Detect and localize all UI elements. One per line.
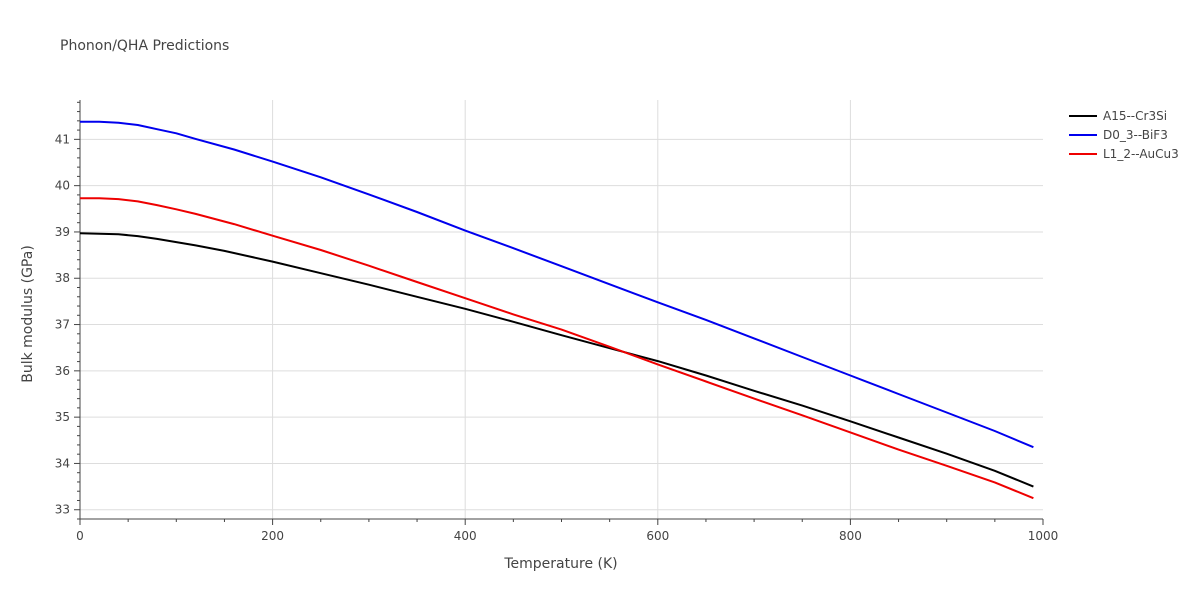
x-tick-label: 200 xyxy=(261,529,284,543)
x-tick-label: 800 xyxy=(839,529,862,543)
y-tick-label: 34 xyxy=(55,456,70,470)
y-tick-label: 40 xyxy=(55,179,70,193)
series-group xyxy=(79,120,1034,500)
chart-title: Phonon/QHA Predictions xyxy=(60,38,229,54)
y-tick-label: 38 xyxy=(55,271,70,285)
x-tick-labels: 0 200 400 600 800 1000 xyxy=(76,529,1058,543)
series-line-1 xyxy=(80,120,1034,449)
x-tick-label: 600 xyxy=(646,529,669,543)
y-tick-label: 39 xyxy=(55,225,70,239)
grid xyxy=(80,100,1043,519)
series-line-2 xyxy=(80,197,1034,500)
legend-label-2: L1_2--AuCu3 xyxy=(1103,147,1179,161)
legend-label-1: D0_3--BiF3 xyxy=(1103,128,1168,142)
x-axis-title: Temperature (K) xyxy=(503,556,617,572)
y-tick-label: 41 xyxy=(55,132,70,146)
y-tick-label: 35 xyxy=(55,410,70,424)
y-tick-label: 33 xyxy=(55,503,70,517)
x-tick-label: 400 xyxy=(454,529,477,543)
axes xyxy=(74,100,1044,525)
legend: A15--Cr3Si D0_3--BiF3 L1_2--AuCu3 xyxy=(1069,109,1179,161)
x-tick-label: 1000 xyxy=(1028,529,1059,543)
x-tick-label: 0 xyxy=(76,529,84,543)
legend-label-0: A15--Cr3Si xyxy=(1103,109,1167,123)
series-line-0 xyxy=(79,232,1034,488)
y-axis-title: Bulk modulus (GPa) xyxy=(20,245,36,383)
y-tick-labels: 33 34 35 36 37 38 39 40 41 xyxy=(55,132,70,516)
y-tick-label: 36 xyxy=(55,364,70,378)
y-tick-label: 37 xyxy=(55,318,70,332)
